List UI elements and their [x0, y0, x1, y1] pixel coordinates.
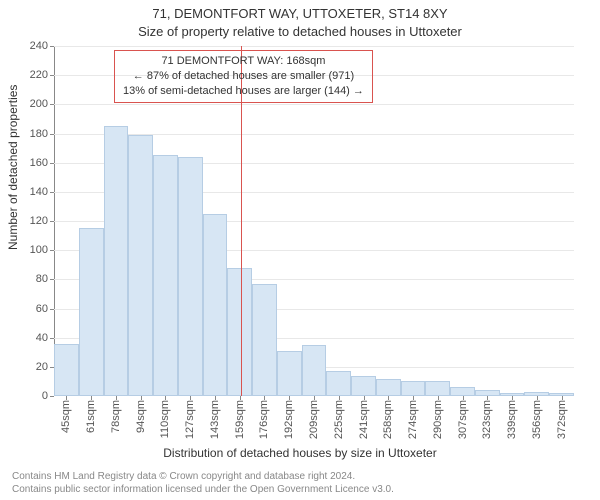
- histogram-bar: [153, 155, 178, 396]
- x-tick-label: 78sqm: [110, 400, 122, 433]
- x-tick-label: 209sqm: [308, 400, 320, 439]
- y-tick-label: 240: [30, 40, 48, 52]
- chart-title-main: 71, DEMONTFORT WAY, UTTOXETER, ST14 8XY: [0, 6, 600, 21]
- histogram-bar: [79, 228, 104, 396]
- y-tick-mark: [50, 163, 54, 164]
- info-box-title: 71 DEMONTFORT WAY: 168sqm: [123, 54, 364, 69]
- histogram-bar: [178, 157, 203, 396]
- x-tick-label: 258sqm: [382, 400, 394, 439]
- info-box-line3: 13% of semi-detached houses are larger (…: [123, 84, 364, 99]
- y-tick-mark: [50, 396, 54, 397]
- x-tick-label: 290sqm: [432, 400, 444, 439]
- histogram-bar: [203, 214, 228, 396]
- histogram-bar: [128, 135, 153, 396]
- y-tick-mark: [50, 250, 54, 251]
- x-tick-label: 339sqm: [506, 400, 518, 439]
- y-tick-mark: [50, 134, 54, 135]
- y-tick-label: 220: [30, 69, 48, 81]
- y-tick-label: 100: [30, 244, 48, 256]
- histogram-bar: [326, 371, 351, 396]
- x-tick-label: 143sqm: [209, 400, 221, 439]
- x-tick-label: 356sqm: [531, 400, 543, 439]
- x-tick-label: 45sqm: [60, 400, 72, 433]
- x-tick-label: 94sqm: [135, 400, 147, 433]
- x-tick-label: 61sqm: [85, 400, 97, 433]
- x-tick-label: 127sqm: [184, 400, 196, 439]
- x-tick-label: 241sqm: [358, 400, 370, 439]
- y-tick-mark: [50, 104, 54, 105]
- histogram-bar: [401, 381, 426, 396]
- histogram-bar: [376, 379, 401, 397]
- x-axis-label: Distribution of detached houses by size …: [0, 446, 600, 460]
- histogram-bar: [54, 344, 79, 397]
- y-tick-mark: [50, 75, 54, 76]
- y-tick-label: 80: [36, 273, 48, 285]
- x-tick-label: 192sqm: [283, 400, 295, 439]
- chart-title-sub: Size of property relative to detached ho…: [0, 24, 600, 39]
- x-tick-label: 159sqm: [234, 400, 246, 439]
- x-tick-label: 372sqm: [556, 400, 568, 439]
- grid-line: [54, 46, 574, 47]
- y-tick-label: 140: [30, 186, 48, 198]
- y-tick-label: 200: [30, 98, 48, 110]
- histogram-bar: [227, 268, 252, 396]
- x-tick-label: 274sqm: [407, 400, 419, 439]
- histogram-bar: [104, 126, 129, 396]
- y-axis-label: Number of detached properties: [6, 85, 20, 250]
- chart-plot-area: 02040608010012014016018020022024045sqm61…: [54, 46, 574, 396]
- x-tick-label: 176sqm: [258, 400, 270, 439]
- histogram-bar: [450, 387, 475, 396]
- histogram-bar: [351, 376, 376, 396]
- property-info-box: 71 DEMONTFORT WAY: 168sqm← 87% of detach…: [114, 50, 373, 103]
- histogram-bar: [425, 381, 450, 396]
- x-tick-label: 307sqm: [457, 400, 469, 439]
- y-tick-mark: [50, 338, 54, 339]
- y-tick-mark: [50, 192, 54, 193]
- footer-line-2: Contains public sector information licen…: [12, 484, 588, 497]
- x-tick-label: 225sqm: [333, 400, 345, 439]
- grid-line: [54, 104, 574, 105]
- x-tick-label: 110sqm: [159, 400, 171, 438]
- footer-attribution: Contains HM Land Registry data © Crown c…: [12, 471, 588, 496]
- info-box-line2: ← 87% of detached houses are smaller (97…: [123, 69, 364, 84]
- y-tick-label: 160: [30, 157, 48, 169]
- y-tick-label: 20: [36, 361, 48, 373]
- y-tick-label: 180: [30, 128, 48, 140]
- y-tick-mark: [50, 309, 54, 310]
- y-tick-mark: [50, 46, 54, 47]
- histogram-bar: [277, 351, 302, 396]
- y-tick-mark: [50, 279, 54, 280]
- y-tick-label: 60: [36, 303, 48, 315]
- y-tick-mark: [50, 221, 54, 222]
- histogram-bar: [302, 345, 327, 396]
- x-tick-label: 323sqm: [481, 400, 493, 439]
- y-tick-label: 40: [36, 332, 48, 344]
- y-tick-label: 120: [30, 215, 48, 227]
- footer-line-1: Contains HM Land Registry data © Crown c…: [12, 471, 588, 484]
- y-tick-label: 0: [42, 390, 48, 402]
- histogram-bar: [252, 284, 277, 396]
